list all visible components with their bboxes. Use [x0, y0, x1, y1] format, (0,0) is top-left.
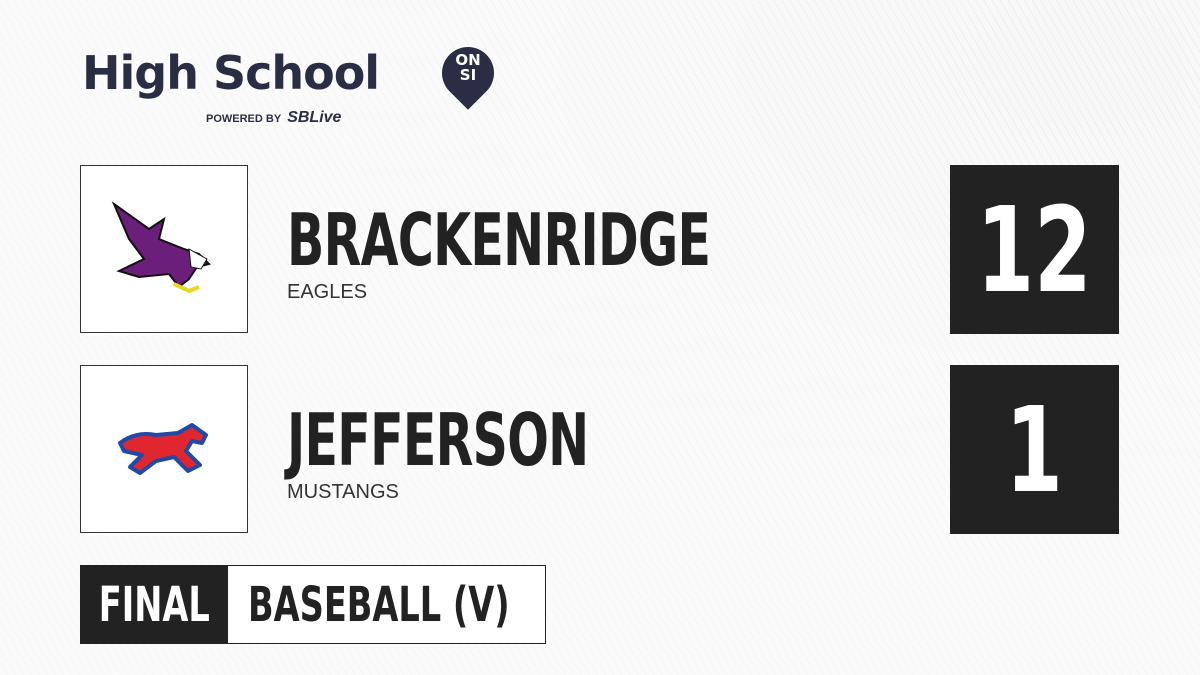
brand-logo: High School ON SI POWERED BY SBLive [82, 36, 505, 126]
team-name-home: BRACKENRIDGE [287, 198, 711, 282]
team-mascot-home: EAGLES [287, 281, 368, 303]
partner-logo: SBLive [287, 109, 342, 126]
team-logo-home [80, 165, 248, 333]
brand-title: High School [82, 46, 380, 100]
final-badge: FINAL [81, 566, 228, 643]
team-mascot-away: MUSTANGS [287, 481, 399, 503]
eagle-logo-icon [111, 201, 211, 294]
score-home: 12 [977, 180, 1092, 319]
score-box-home: 12 [950, 165, 1119, 334]
score-box-away: 1 [950, 365, 1119, 534]
sport-label: BASEBALL (V) [248, 576, 510, 633]
score-away: 1 [1005, 380, 1064, 519]
pin-badge: ON SI [455, 51, 481, 84]
mustang-logo-icon [118, 423, 208, 475]
powered-by: POWERED BY SBLive [206, 109, 342, 126]
team-logo-away [80, 365, 248, 533]
game-status-bar: FINAL BASEBALL (V) [80, 565, 546, 644]
team-name-away: JEFFERSON [287, 398, 589, 482]
